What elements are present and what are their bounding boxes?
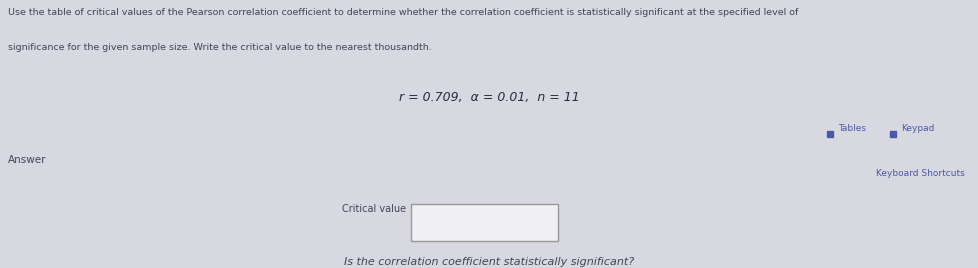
Text: Tables: Tables [837,124,866,133]
Text: r = 0.709,  α = 0.01,  n = 11: r = 0.709, α = 0.01, n = 11 [399,91,579,104]
FancyBboxPatch shape [411,204,557,241]
Text: Answer: Answer [8,155,46,165]
Text: Use the table of critical values of the Pearson correlation coefficient to deter: Use the table of critical values of the … [8,8,797,17]
Text: significance for the given sample size. Write the critical value to the nearest : significance for the given sample size. … [8,43,431,52]
Text: Is the correlation coefficient statistically significant?: Is the correlation coefficient statistic… [344,257,634,267]
Text: Critical value: Critical value [341,204,406,214]
Text: Keyboard Shortcuts: Keyboard Shortcuts [874,169,963,178]
Text: Keypad: Keypad [900,124,933,133]
